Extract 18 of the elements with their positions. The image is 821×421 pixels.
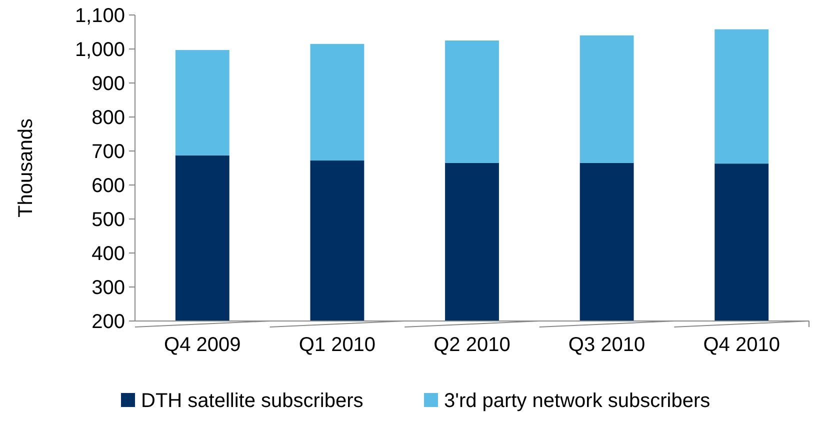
y-tick-label: 500 [92, 209, 125, 231]
x-tick-label: Q1 2010 [298, 334, 376, 356]
x-tick-label: Q3 2010 [568, 334, 646, 356]
y-tick-label: 200 [92, 311, 125, 333]
y-tick-label: 800 [92, 107, 125, 129]
y-tick-label: 400 [92, 243, 125, 265]
legend-label: 3'rd party network subscribers [444, 390, 710, 412]
y-tick-label: 1,100 [74, 5, 125, 27]
y-tick-label: 1,000 [74, 39, 125, 61]
legend-label: DTH satellite subscribers [141, 390, 364, 412]
x-tick-label: Q4 2009 [164, 334, 241, 356]
y-axis-title: Thousands [15, 118, 37, 218]
y-tick-label: 600 [92, 175, 125, 197]
x-tick-label: Q4 2010 [703, 334, 780, 356]
y-tick-label: 900 [92, 73, 125, 95]
x-tick-label: Q2 2010 [434, 334, 510, 356]
y-tick-label: 700 [92, 141, 125, 163]
y-tick-label: 300 [92, 277, 125, 299]
